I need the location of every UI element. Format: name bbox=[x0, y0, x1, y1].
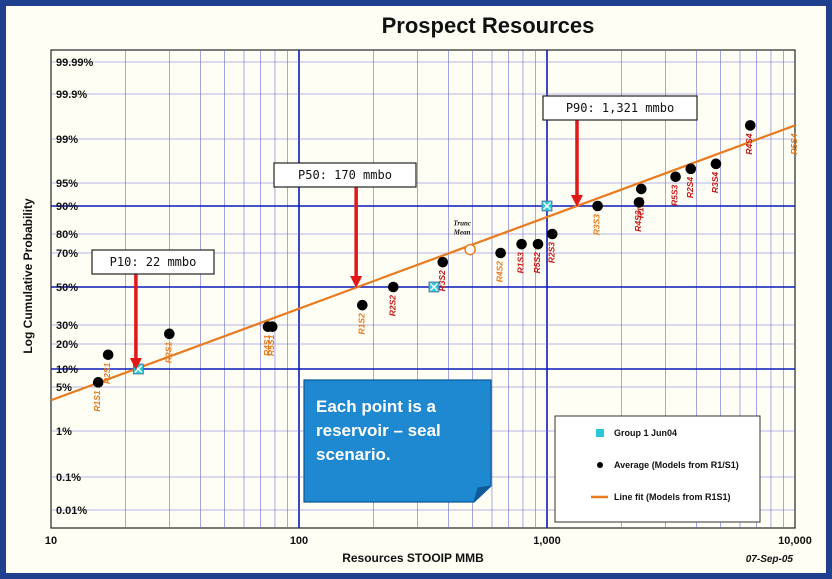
point-label: R1S1 bbox=[92, 390, 102, 412]
average-point bbox=[685, 163, 697, 175]
average-point bbox=[495, 247, 506, 259]
percentile-arrowhead bbox=[570, 195, 583, 207]
point-label: R2S1 bbox=[163, 342, 173, 364]
callout-line: reservoir – seal bbox=[316, 421, 441, 440]
point-label: R5S4 bbox=[789, 133, 799, 155]
trunc-mean-marker bbox=[464, 243, 476, 256]
y-tick-label: 0.01% bbox=[56, 505, 87, 517]
trunc-mean-label: Trunc bbox=[453, 220, 471, 228]
y-tick-label: 99% bbox=[56, 134, 78, 146]
y-tick-label: 1% bbox=[56, 426, 72, 438]
point-label: R1S2 bbox=[356, 313, 366, 335]
y-tick-label: 10% bbox=[56, 364, 78, 376]
point-label: R4S2 bbox=[495, 261, 505, 283]
point-label: R3S2 bbox=[437, 270, 447, 292]
average-point bbox=[710, 158, 722, 170]
percentile-text: P10: 22 mmbo bbox=[110, 255, 197, 269]
legend-box bbox=[554, 415, 761, 523]
percentile-text: P50: 170 mmbo bbox=[298, 168, 392, 182]
average-point bbox=[266, 321, 278, 332]
point-label: R5S1 bbox=[266, 334, 276, 356]
percentile-box bbox=[542, 95, 698, 121]
average-point bbox=[164, 328, 175, 340]
x-tick-label: 1,000 bbox=[533, 535, 561, 547]
y-tick-labels: 99.99% 99.9% 99% 95% 90% 80% 70% 50% 30% 20% 10% 5%… bbox=[56, 57, 94, 517]
group1-point-cross bbox=[542, 201, 552, 211]
legend-entry: Group 1 Jun04 bbox=[614, 428, 677, 438]
average-point bbox=[546, 228, 558, 240]
callout-line: scenario. bbox=[316, 445, 391, 464]
y-tick-label: 99.99% bbox=[56, 57, 94, 69]
legend-swatch-average bbox=[597, 462, 603, 468]
x-axis-label: Resources STOOIP MMB bbox=[342, 551, 484, 565]
percentile-box bbox=[273, 162, 417, 188]
callout-box: Each point is a reservoir – seal scenario… bbox=[303, 379, 492, 503]
point-label: R1S3 bbox=[516, 252, 526, 274]
percentile-arrowhead bbox=[129, 358, 142, 370]
average-point bbox=[357, 299, 368, 311]
y-tick-label: 30% bbox=[56, 320, 78, 332]
average-point bbox=[516, 238, 527, 250]
chart-title: Prospect Resources bbox=[382, 13, 595, 38]
point-label: R3S3 bbox=[592, 214, 602, 236]
percentile-box bbox=[91, 249, 215, 275]
y-tick-label: 99.9% bbox=[56, 89, 87, 101]
point-label: R4S4 bbox=[744, 133, 754, 155]
y-tick-label: 95% bbox=[56, 178, 78, 190]
date-label: 07-Sep-05 bbox=[746, 554, 794, 565]
average-point bbox=[670, 171, 681, 183]
y-tick-label: 90% bbox=[56, 201, 78, 213]
plot-border bbox=[50, 49, 796, 529]
legend-entry: Line fit (Models from R1S1) bbox=[614, 492, 731, 502]
chart-panel: Prospect Resources 10 100 1,000 10,000 99.9… bbox=[6, 6, 826, 573]
legend-swatch-group1 bbox=[596, 429, 604, 437]
point-label: R2S2 bbox=[387, 295, 397, 317]
line-fit bbox=[50, 124, 796, 402]
point-label: R4S3 bbox=[633, 210, 643, 232]
point-label: R3S4 bbox=[710, 172, 720, 194]
average-point bbox=[635, 183, 647, 195]
x-tick-label: 10,000 bbox=[778, 535, 812, 547]
percentile-annotations: P10: 22 mmbo P50: 170 mmbo P90: 1,321 mmbo bbox=[91, 95, 698, 370]
average-point bbox=[92, 377, 104, 388]
group1-point-cross bbox=[429, 282, 438, 292]
percentile-arrowhead bbox=[350, 276, 363, 288]
y-tick-label: 50% bbox=[56, 282, 78, 294]
average-point bbox=[592, 200, 603, 212]
y-tick-label: 80% bbox=[56, 229, 78, 241]
average-point bbox=[744, 120, 756, 131]
point-label: R5S3 bbox=[670, 185, 680, 207]
legend-entry: Average (Models from R1/S1) bbox=[614, 460, 739, 470]
line-fit-series bbox=[50, 124, 796, 402]
average-point bbox=[387, 281, 399, 293]
legend: Group 1 Jun04 Average (Models from R1/S1)… bbox=[554, 415, 761, 523]
callout-line: Each point is a bbox=[316, 397, 437, 416]
percentile-text: P90: 1,321 mmbo bbox=[566, 101, 674, 115]
probability-chart: Prospect Resources 10 100 1,000 10,000 99.9… bbox=[21, 13, 812, 565]
y-tick-label: 5% bbox=[56, 382, 72, 394]
x-tick-label: 10 bbox=[45, 535, 57, 547]
trunc-mean-label: Mean bbox=[453, 229, 471, 237]
y-tick-label: 70% bbox=[56, 248, 78, 260]
point-label: R5S2 bbox=[532, 252, 542, 274]
y-tick-label: 0.1% bbox=[56, 472, 81, 484]
callout-fold bbox=[473, 485, 492, 503]
average-point bbox=[437, 256, 449, 268]
average-point bbox=[532, 238, 544, 250]
average-point bbox=[633, 197, 645, 208]
point-label: R2S1 bbox=[102, 362, 112, 384]
y-axis-label: Log Cumulative Probability bbox=[21, 198, 35, 354]
x-tick-labels: 10 100 1,000 10,000 bbox=[45, 535, 812, 547]
point-label: R4S1 bbox=[262, 334, 272, 356]
y-tick-label: 20% bbox=[56, 339, 78, 351]
average-point bbox=[102, 349, 114, 361]
point-label: R2S3 bbox=[546, 242, 556, 264]
x-tick-label: 100 bbox=[290, 535, 308, 547]
point-label: R2S4 bbox=[685, 177, 695, 199]
